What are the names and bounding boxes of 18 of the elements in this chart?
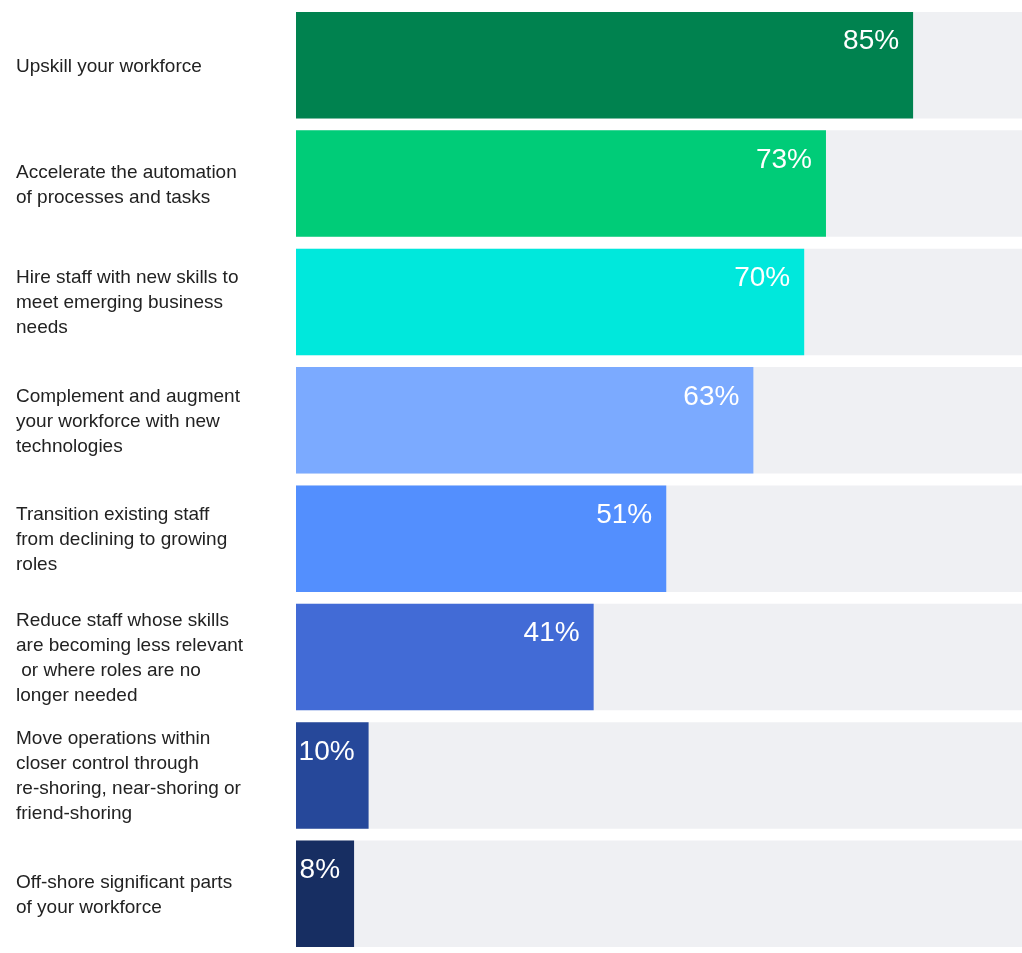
y-tick-label: Off-shore significant parts of your workforce bbox=[16, 870, 238, 917]
data-label: 85% bbox=[843, 24, 900, 56]
y-tick-label: Upskill your workforce bbox=[16, 54, 202, 76]
data-label: 41% bbox=[523, 616, 580, 648]
bar bbox=[296, 840, 355, 948]
bar bbox=[296, 722, 369, 829]
data-label: 70% bbox=[734, 261, 791, 293]
data-label: 10% bbox=[298, 734, 355, 766]
y-tick-label: Complement and augment your workforce with new technologies bbox=[16, 384, 246, 456]
data-label: 8% bbox=[299, 853, 341, 885]
y-tick-label: Accelerate the automation of processes and tasks bbox=[16, 160, 243, 207]
y-tick-label: Transition existing staff from declining to growing roles bbox=[16, 503, 233, 575]
y-tick-label: Hire staff with new skills to meet emerging business needs bbox=[16, 266, 244, 338]
data-label: 63% bbox=[683, 379, 740, 411]
y-tick-label: Reduce staff whose skills are becoming less relevant or where roles are no longer needed bbox=[16, 609, 244, 706]
y-tick-label: Move operations within closer control through re-shoring, near-shoring or friend-shoring bbox=[16, 727, 247, 824]
data-label: 51% bbox=[596, 497, 653, 529]
data-label: 73% bbox=[755, 142, 812, 174]
